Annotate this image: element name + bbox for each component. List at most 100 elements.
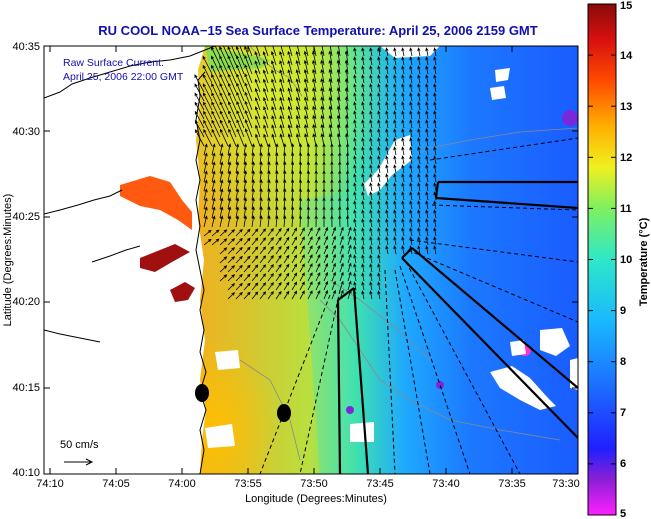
current-vector-arrow bbox=[433, 128, 437, 138]
current-vector-arrow bbox=[290, 161, 295, 174]
current-vector-arrow bbox=[433, 209, 437, 219]
current-vector-arrow bbox=[259, 237, 267, 246]
current-vector-arrow bbox=[377, 155, 381, 165]
current-vector-arrow bbox=[236, 128, 245, 147]
current-vector-arrow bbox=[433, 101, 437, 111]
current-vector-arrow bbox=[307, 281, 313, 291]
current-vector-arrow bbox=[251, 291, 259, 300]
current-vector-arrow bbox=[228, 100, 237, 120]
current-vector-arrow bbox=[401, 227, 405, 237]
current-vector-arrow bbox=[275, 197, 279, 210]
current-vector-arrow bbox=[322, 215, 326, 227]
current-vector-arrow bbox=[244, 91, 253, 111]
current-vector-arrow bbox=[353, 182, 357, 192]
current-vector-arrow bbox=[361, 191, 365, 201]
current-vector-arrow bbox=[235, 282, 243, 291]
current-vector-arrow bbox=[203, 143, 208, 156]
current-vector-arrow bbox=[417, 164, 421, 174]
y-tick-labels: 40:35 40:30 40:25 40:20 40:15 40:10 bbox=[12, 41, 40, 479]
current-vector-arrow bbox=[377, 227, 381, 237]
current-vector-arrow bbox=[353, 146, 357, 156]
current-vector-arrow bbox=[236, 91, 245, 111]
current-vector-arrow bbox=[235, 215, 240, 228]
current-vector-arrow bbox=[287, 87, 293, 102]
current-vector-arrow bbox=[243, 291, 251, 300]
current-vector-arrow bbox=[227, 238, 236, 246]
current-vector-arrow bbox=[353, 137, 357, 147]
current-vector-arrow bbox=[267, 188, 271, 201]
current-vector-arrow bbox=[220, 128, 229, 147]
current-vector-arrow bbox=[259, 206, 263, 219]
current-vector-arrow bbox=[259, 161, 263, 174]
current-vector-arrow bbox=[401, 146, 405, 156]
current-vector-arrow bbox=[361, 164, 365, 174]
current-vector-arrow bbox=[283, 215, 287, 228]
current-vector-arrow bbox=[255, 46, 261, 57]
cold-spot bbox=[346, 406, 354, 414]
current-vector-arrow bbox=[385, 227, 389, 237]
colorbar-tick-label: 10 bbox=[620, 254, 632, 266]
current-vector-arrow bbox=[417, 218, 421, 228]
current-vector-arrow bbox=[203, 238, 212, 246]
current-vector-arrow bbox=[409, 164, 413, 174]
current-vector-arrow bbox=[353, 65, 357, 75]
current-vector-arrow bbox=[243, 188, 247, 201]
current-vector-arrow bbox=[235, 246, 243, 255]
current-vector-arrow bbox=[219, 73, 229, 93]
current-vector-arrow bbox=[211, 152, 216, 165]
bay-warm-patch bbox=[120, 176, 192, 230]
cloud-mask bbox=[510, 340, 526, 356]
current-vector-arrow bbox=[255, 115, 261, 129]
colorbar-tick-label: 6 bbox=[620, 458, 626, 470]
current-vector-arrow bbox=[361, 182, 365, 192]
current-vector-arrow bbox=[417, 65, 421, 75]
current-vector-arrow bbox=[320, 96, 325, 111]
current-vector-arrow bbox=[401, 56, 405, 66]
current-vector-arrow bbox=[361, 245, 365, 255]
current-vector-arrow bbox=[377, 137, 381, 147]
current-vector-arrow bbox=[279, 133, 285, 147]
current-vector-arrow bbox=[304, 105, 309, 120]
current-vector-arrow bbox=[235, 143, 240, 156]
current-vector-arrow bbox=[259, 152, 263, 165]
current-vector-arrow bbox=[235, 152, 240, 165]
current-vector-arrow bbox=[275, 206, 279, 219]
current-vector-arrow bbox=[353, 263, 357, 273]
current-vector-arrow bbox=[279, 87, 285, 102]
current-vector-arrow bbox=[361, 146, 365, 156]
current-vector-arrow bbox=[299, 236, 305, 246]
current-vector-arrow bbox=[267, 161, 271, 174]
current-vector-arrow bbox=[345, 114, 349, 129]
current-vector-arrow bbox=[353, 272, 357, 282]
current-vector-arrow bbox=[271, 115, 277, 129]
current-vector-arrow bbox=[306, 215, 310, 228]
current-vector-arrow bbox=[279, 69, 285, 84]
current-vector-arrow bbox=[304, 87, 309, 102]
current-vector-arrow bbox=[283, 272, 290, 282]
current-vector-arrow bbox=[267, 152, 271, 165]
current-vector-arrow bbox=[377, 182, 381, 192]
current-vector-arrow bbox=[271, 87, 277, 102]
current-vector-arrow bbox=[299, 245, 305, 255]
current-vector-arrow bbox=[267, 206, 271, 219]
current-vector-arrow bbox=[377, 218, 381, 228]
current-vector-arrow bbox=[417, 173, 421, 183]
current-vector-arrow bbox=[353, 47, 357, 57]
current-vector-arrow bbox=[328, 77, 333, 93]
current-vector-arrow bbox=[251, 246, 259, 255]
current-vector-arrow bbox=[433, 146, 437, 156]
current-vector-arrow bbox=[227, 64, 237, 84]
current-vector-arrow bbox=[433, 137, 437, 147]
current-vector-arrow bbox=[353, 281, 357, 291]
current-vector-arrow bbox=[211, 229, 220, 237]
current-vector-arrow bbox=[417, 83, 421, 93]
x-tick-label: 74:10 bbox=[36, 478, 64, 490]
current-vector-arrow bbox=[425, 200, 429, 210]
current-vector-arrow bbox=[219, 110, 229, 129]
current-vector-arrow bbox=[219, 265, 228, 273]
current-vector-arrow bbox=[425, 182, 429, 192]
current-vector-arrow bbox=[401, 218, 405, 228]
current-vector-arrow bbox=[307, 236, 313, 246]
current-vector-arrow bbox=[219, 119, 229, 138]
x-tick-label: 73:35 bbox=[498, 478, 526, 490]
